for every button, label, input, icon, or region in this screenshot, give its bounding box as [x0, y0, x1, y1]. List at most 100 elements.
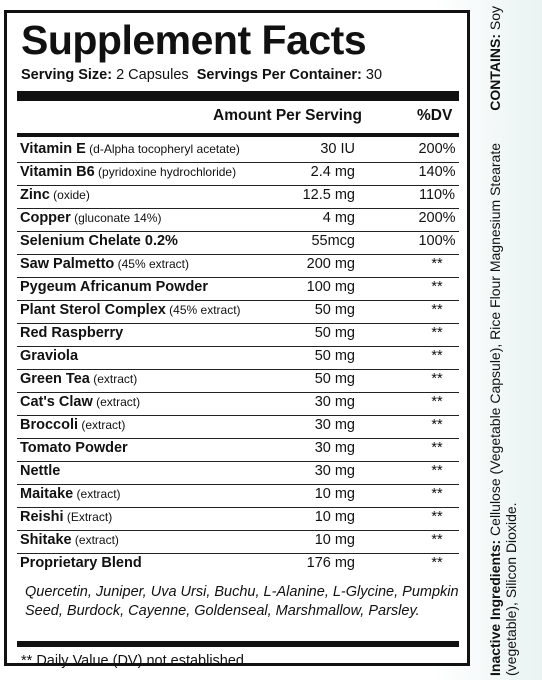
table-row: Proprietary Blend 176 mg ** — [17, 553, 459, 576]
table-row: Plant Sterol Complex (45% extract) 50 mg *… — [17, 300, 459, 324]
nutrient-dv: ** — [431, 256, 443, 272]
nutrient-amount: 100 mg — [306, 279, 355, 295]
nutrient-dv: ** — [431, 463, 443, 479]
nutrient-name-detail: (45% extract) — [165, 303, 241, 317]
nutrient-name-main: Graviola — [20, 348, 79, 364]
table-row: Broccoli (extract) 30 mg ** — [17, 415, 459, 439]
table-row: Green Tea (extract) 50 mg ** — [17, 369, 459, 393]
servings-per-container-label: Servings Per Container: — [196, 67, 362, 83]
supplement-facts-panel: Supplement Facts Serving Size: 2 Capsule… — [4, 10, 470, 669]
nutrient-name: Zinc (oxide) — [20, 187, 90, 203]
table-row: Vitamin B6 (pyridoxine hydrochloride) 2.4… — [17, 162, 459, 186]
header-amount: Amount Per Serving — [213, 107, 362, 124]
nutrient-name-main: Plant Sterol Complex — [20, 302, 166, 318]
nutrient-name-detail: (extract) — [71, 533, 119, 547]
nutrient-dv: ** — [431, 302, 443, 318]
table-row: Reishi (Extract) 10 mg ** — [17, 507, 459, 531]
nutrient-name-detail: (45% extract) — [114, 257, 189, 271]
nutrient-amount: 50 mg — [314, 325, 355, 341]
nutrient-name: Vitamin B6 (pyridoxine hydrochloride) — [20, 164, 236, 180]
nutrient-dv: ** — [431, 394, 443, 410]
nutrient-name-main: Vitamin B6 — [20, 164, 95, 180]
nutrient-amount: 12.5 mg — [302, 187, 355, 203]
nutrient-amount: 30 IU — [320, 141, 355, 157]
nutrient-name-main: Red Raspberry — [20, 325, 124, 341]
nutrient-dv: 140% — [418, 164, 456, 180]
nutrient-name-main: Pygeum Africanum Powder — [20, 279, 209, 295]
allergen-statement: CONTAINS: Soy — [487, 6, 503, 111]
nutrient-name-detail: (extract) — [89, 372, 138, 386]
nutrient-name-detail: (extract) — [78, 418, 126, 432]
nutrient-amount: 50 mg — [314, 348, 355, 364]
table-row: Graviola 50 mg ** — [17, 346, 459, 370]
table-row: Vitamin E (d-Alpha tocopheryl acetate) 30… — [17, 139, 459, 163]
nutrient-name-main: Maitake — [20, 486, 74, 502]
servings-per-container-value: 30 — [365, 67, 383, 83]
serving-size-label: Serving Size: — [21, 67, 113, 83]
nutrient-name: Maitake (extract) — [20, 486, 121, 502]
nutrient-name-detail: (d-Alpha tocopheryl acetate) — [85, 142, 240, 156]
nutrient-dv: ** — [431, 486, 443, 502]
nutrient-amount: 10 mg — [314, 486, 355, 502]
nutrient-name: Tomato Powder — [20, 440, 128, 456]
nutrient-name-main: Cat's Claw — [20, 394, 93, 410]
nutrient-name-main: Vitamin E — [20, 141, 86, 157]
inactive-ingredients: Inactive Ingredients: Cellulose (Vegetab… — [487, 116, 519, 676]
blend-ingredients: Quercetin, Juniper, Uva Ursi, Buchu, L-A… — [25, 584, 459, 619]
table-row: Red Raspberry 50 mg ** — [17, 323, 459, 347]
nutrient-name: Copper (gluconate 14%) — [20, 210, 161, 226]
nutrient-name: Cat's Claw (extract) — [20, 394, 140, 410]
nutrient-dv: ** — [431, 325, 443, 341]
nutrient-name: Reishi (Extract) — [20, 509, 112, 525]
table-row: Shitake (extract) 10 mg ** — [17, 530, 459, 554]
table-row: Pygeum Africanum Powder 100 mg ** — [17, 277, 459, 301]
nutrient-name: Shitake (extract) — [20, 532, 119, 548]
table-row: Copper (gluconate 14%) 4 mg 200% — [17, 208, 459, 232]
nutrient-name: Green Tea (extract) — [20, 371, 137, 387]
nutrient-name-main: Tomato Powder — [20, 440, 128, 456]
nutrient-amount: 30 mg — [314, 394, 355, 410]
nutrient-name-detail: (Extract) — [63, 510, 113, 524]
table-row: Nettle 30 mg ** — [17, 461, 459, 485]
nutrient-dv: 110% — [418, 187, 455, 203]
side-panel: Inactive Ingredients: Cellulose (Vegetab… — [487, 6, 539, 676]
nutrient-name-detail: (extract) — [73, 487, 121, 501]
table-row: Selenium Chelate 0.2% 55mcg 100% — [17, 231, 459, 255]
nutrient-name-main: Selenium Chelate 0.2% — [20, 233, 178, 249]
contains-text: Soy — [487, 6, 503, 35]
nutrient-dv: 200% — [418, 141, 456, 157]
bottom-divider — [17, 641, 459, 647]
nutrient-amount: 55mcg — [311, 233, 355, 249]
nutrient-amount: 50 mg — [314, 302, 355, 318]
nutrient-amount: 30 mg — [314, 417, 355, 433]
nutrient-amount: 30 mg — [314, 463, 355, 479]
nutrient-name-main: Reishi — [20, 509, 64, 525]
nutrient-name-detail: (extract) — [92, 395, 141, 409]
table-row: Maitake (extract) 10 mg ** — [17, 484, 459, 508]
nutrient-dv: 100% — [418, 233, 456, 249]
nutrient-amount: 30 mg — [314, 440, 355, 456]
nutrient-name: Broccoli (extract) — [20, 417, 125, 433]
nutrient-amount: 10 mg — [314, 509, 355, 525]
nutrient-dv: ** — [431, 509, 443, 525]
nutrient-amount: 10 mg — [314, 532, 355, 548]
header-dv: %DV — [417, 107, 453, 124]
nutrient-amount: 176 mg — [306, 555, 355, 571]
nutrient-name: Vitamin E (d-Alpha tocopheryl acetate) — [20, 141, 240, 157]
nutrient-name: Nettle — [20, 463, 60, 479]
table-row: Cat's Claw (extract) 30 mg ** — [17, 392, 459, 416]
table-row: Saw Palmetto (45% extract) 200 mg ** — [17, 254, 459, 278]
dv-footnote: ** Daily Value (DV) not established — [21, 653, 244, 669]
nutrient-name-main: Shitake — [20, 532, 72, 548]
table-row: Tomato Powder 30 mg ** — [17, 438, 459, 462]
nutrient-dv: ** — [431, 371, 443, 387]
nutrient-amount: 2.4 mg — [310, 164, 355, 180]
nutrient-name-detail: (pyridoxine hydrochloride) — [94, 165, 237, 179]
nutrient-name: Graviola — [20, 348, 78, 364]
nutrient-name: Pygeum Africanum Powder — [20, 279, 208, 295]
serving-info: Serving Size: 2 Capsules Servings Per Co… — [21, 67, 382, 83]
table-row: Zinc (oxide) 12.5 mg 110% — [17, 185, 459, 209]
nutrient-amount: 50 mg — [314, 371, 355, 387]
nutrient-name-detail: (gluconate 14%) — [70, 211, 162, 225]
nutrient-dv: ** — [431, 440, 443, 456]
